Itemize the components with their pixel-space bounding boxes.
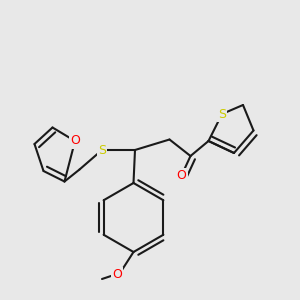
Text: O: O <box>112 268 122 281</box>
Text: O: O <box>70 134 80 148</box>
Text: O: O <box>177 169 186 182</box>
Text: S: S <box>98 143 106 157</box>
Text: S: S <box>218 107 226 121</box>
